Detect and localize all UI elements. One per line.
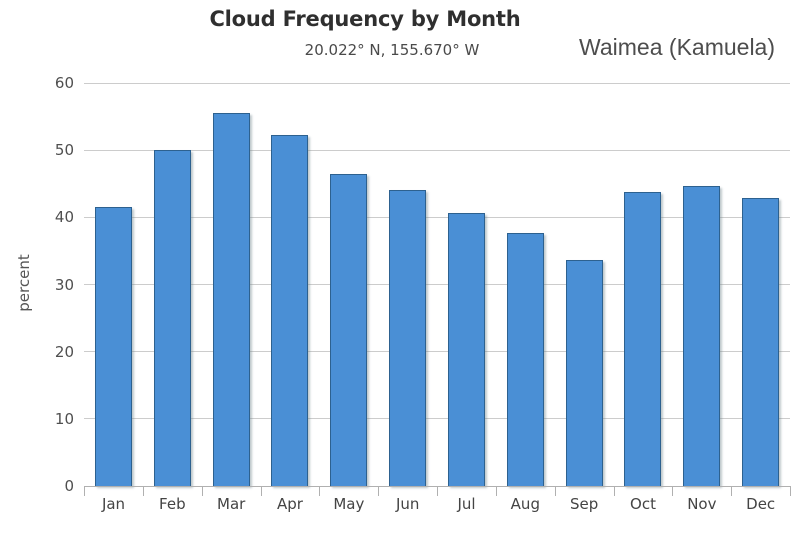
gridline-50 xyxy=(84,149,790,151)
x-tick-label-apr: Apr xyxy=(277,495,303,513)
y-tick-label-40: 40 xyxy=(54,208,74,227)
bar-apr xyxy=(271,134,309,486)
x-tick-label-nov: Nov xyxy=(687,495,717,513)
x-tick-label-feb: Feb xyxy=(159,495,186,513)
gridline-20 xyxy=(84,351,790,353)
x-tick-label-oct: Oct xyxy=(630,495,656,513)
x-tick-label-dec: Dec xyxy=(746,495,776,513)
bar-jan xyxy=(94,207,132,486)
gridline-40 xyxy=(84,216,790,218)
plot-area xyxy=(84,82,790,486)
bar-sep xyxy=(565,259,603,486)
x-tick-label-mar: Mar xyxy=(217,495,246,513)
station-name: Waimea (Kamuela) xyxy=(579,34,775,60)
bar-aug xyxy=(506,233,544,486)
x-axis-tick-5 xyxy=(378,486,380,496)
bar-mar xyxy=(212,113,250,486)
bar-feb xyxy=(153,150,191,486)
x-axis-tick-3 xyxy=(260,486,262,496)
x-tick-label-jan: Jan xyxy=(101,495,126,513)
y-tick-label-30: 30 xyxy=(54,275,74,294)
chart-coordinates: 20.022° N, 155.670° W xyxy=(304,41,480,59)
x-tick-label-jul: Jul xyxy=(457,495,476,513)
bar-oct xyxy=(624,192,662,486)
bar-dec xyxy=(742,197,780,486)
x-axis-tick-1 xyxy=(142,486,144,496)
bar-jul xyxy=(447,213,485,486)
x-axis-tick-10 xyxy=(672,486,674,496)
x-tick-label-may: May xyxy=(333,495,365,513)
x-axis-tick-2 xyxy=(201,486,203,496)
chart-title: Cloud Frequency by Month xyxy=(209,7,521,31)
y-tick-label-60: 60 xyxy=(54,74,74,92)
x-axis-tick-8 xyxy=(554,486,556,496)
gridline-10 xyxy=(84,418,790,420)
gridline-30 xyxy=(84,284,790,285)
y-tick-label-50: 50 xyxy=(54,141,74,160)
x-tick-label-aug: Aug xyxy=(510,495,540,513)
x-axis-tick-4 xyxy=(319,486,321,496)
bar-nov xyxy=(683,185,721,486)
x-axis-tick-7 xyxy=(495,486,497,496)
bar-jun xyxy=(389,190,427,486)
x-axis-tick-11 xyxy=(731,486,733,496)
x-axis-tick-6 xyxy=(437,486,438,496)
x-tick-label-jun: Jun xyxy=(395,495,420,513)
bar-may xyxy=(330,173,368,486)
gridline-60 xyxy=(84,82,790,84)
x-axis-tick-9 xyxy=(613,486,615,496)
x-axis-tick-0 xyxy=(84,486,85,496)
y-tick-label-10: 10 xyxy=(54,409,74,428)
y-tick-label-20: 20 xyxy=(54,342,74,361)
x-axis-tick-12 xyxy=(790,486,791,496)
x-tick-label-sep: Sep xyxy=(570,495,599,513)
y-tick-label-0: 0 xyxy=(64,477,74,495)
